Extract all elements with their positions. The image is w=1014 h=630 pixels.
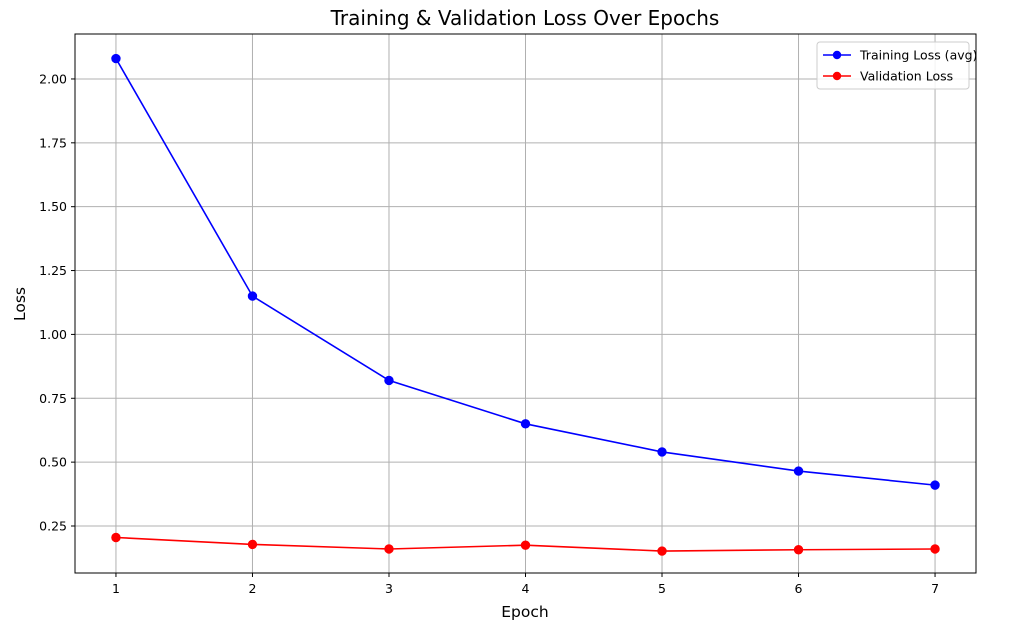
validation-loss-point <box>247 539 258 550</box>
legend: Training Loss (avg) Validation Loss <box>816 41 977 90</box>
y-tick-label: 0.75 <box>39 391 67 406</box>
y-tick-label: 1.50 <box>39 199 67 214</box>
training-loss-point <box>247 291 258 301</box>
y-tick-label: 1.25 <box>39 263 67 278</box>
x-tick-label: 2 <box>248 581 256 596</box>
y-tick-label: 1.00 <box>39 327 67 342</box>
training-loss-point <box>930 480 940 490</box>
x-axis-label: Epoch <box>501 603 548 621</box>
x-tick-label: 3 <box>385 581 393 596</box>
training-loss-legend-marker <box>832 50 842 60</box>
validation-loss-point <box>930 544 940 554</box>
series-layer <box>111 53 940 556</box>
legend-box <box>816 41 970 90</box>
validation-loss-legend-marker <box>832 71 842 81</box>
training-loss-legend-label: Training Loss (avg) <box>859 48 977 63</box>
training-loss-point <box>384 375 394 386</box>
y-axis: 0.25 0.50 0.75 1.00 1.25 1.50 1.75 2.00 <box>39 71 75 533</box>
x-tick-label: 5 <box>658 581 666 596</box>
validation-loss-point <box>111 532 121 543</box>
x-tick-label: 1 <box>112 581 120 596</box>
y-axis-label: Loss <box>11 287 29 321</box>
validation-loss-point <box>793 545 804 555</box>
y-tick-label: 1.75 <box>39 135 67 150</box>
y-tick-label: 0.25 <box>39 518 67 533</box>
y-tick-label: 2.00 <box>39 71 67 86</box>
training-loss-point <box>520 419 531 429</box>
training-loss-point <box>111 53 121 64</box>
x-axis: 1 2 3 4 5 6 7 <box>112 573 939 596</box>
x-tick-label: 4 <box>522 581 530 596</box>
grid <box>75 34 976 573</box>
validation-loss-point <box>384 544 394 554</box>
validation-loss-point <box>520 540 531 550</box>
x-tick-label: 6 <box>795 581 803 596</box>
chart-title: Training & Validation Loss Over Epochs <box>330 6 720 30</box>
x-tick-label: 7 <box>931 581 939 596</box>
validation-loss-point <box>657 546 667 556</box>
validation-loss-legend-label: Validation Loss <box>860 69 953 84</box>
training-loss-point <box>793 466 804 476</box>
y-tick-label: 0.50 <box>39 455 67 470</box>
training-loss-point <box>657 447 667 457</box>
